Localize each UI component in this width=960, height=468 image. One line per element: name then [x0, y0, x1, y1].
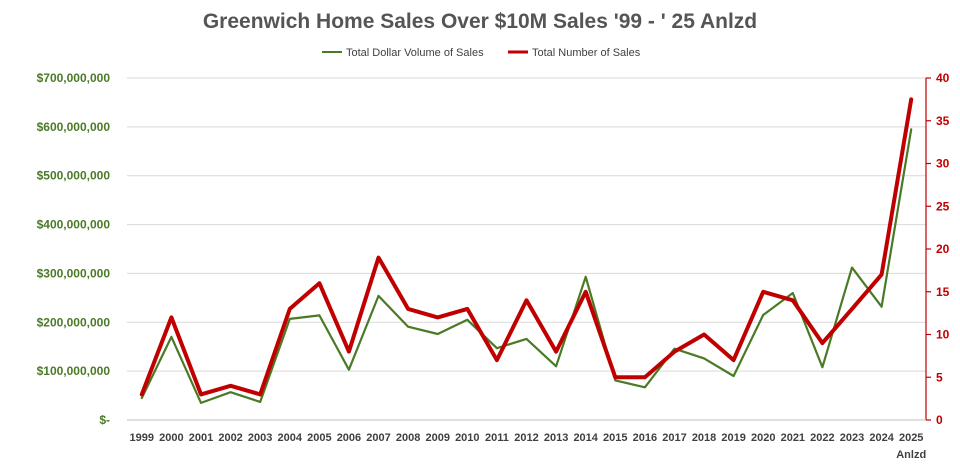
y-right-tick-label: 40 — [936, 71, 950, 85]
x-tick-label: 2003 — [248, 432, 272, 444]
y-left-tick-label: $- — [99, 413, 110, 427]
series — [139, 97, 914, 404]
x-tick-label: 2022 — [810, 432, 834, 444]
x-tick-label: 2002 — [218, 432, 242, 444]
y-axis-right: 0 5 10 15 20 25 30 35 40 — [925, 71, 950, 427]
x-tick-label: 2020 — [751, 432, 775, 444]
x-tick-label: 2024 — [869, 432, 894, 444]
x-tick-label: 2006 — [337, 432, 361, 444]
series-line-number-of-sales — [139, 97, 914, 397]
chart-title: Greenwich Home Sales Over $10M Sales '99… — [203, 10, 757, 33]
gridlines — [127, 77, 926, 372]
y-left-tick-label: $500,000,000 — [37, 169, 111, 183]
x-tick-label: 2001 — [189, 432, 213, 444]
y-right-tick-label: 30 — [936, 157, 950, 171]
x-tick-label-annualized: Anlzd — [896, 449, 926, 461]
x-tick-label: 2013 — [544, 432, 568, 444]
y-left-tick-label: $700,000,000 — [37, 71, 111, 85]
y-right-tick-label: 0 — [936, 413, 943, 427]
x-tick-label: 2017 — [662, 432, 686, 444]
y-right-tick-label: 25 — [936, 199, 950, 213]
x-tick-label: 2014 — [573, 432, 598, 444]
y-left-tick-label: $200,000,000 — [37, 315, 111, 329]
x-tick-label: 2025 — [899, 432, 923, 444]
y-left-tick-label: $400,000,000 — [37, 218, 111, 232]
y-right-tick-label: 15 — [936, 285, 950, 299]
x-axis: 1999 2000 2001 2002 2003 2004 2005 2006 2007 2008… — [127, 419, 926, 461]
y-right-tick-label: 10 — [936, 328, 950, 342]
y-left-tick-label: $600,000,000 — [37, 120, 111, 134]
x-tick-label: 2010 — [455, 432, 479, 444]
legend-label-dollar-volume: Total Dollar Volume of Sales — [346, 47, 484, 59]
x-tick-label: 2008 — [396, 432, 420, 444]
x-tick-label: 2018 — [692, 432, 716, 444]
y-right-tick-label: 20 — [936, 242, 950, 256]
x-tick-label: 2019 — [721, 432, 745, 444]
y-right-tick-label: 35 — [936, 114, 950, 128]
x-tick-label: 1999 — [130, 432, 154, 444]
x-tick-label: 2016 — [633, 432, 657, 444]
x-tick-label: 2009 — [425, 432, 449, 444]
x-tick-label: 2005 — [307, 432, 331, 444]
x-tick-label: 2000 — [159, 432, 183, 444]
x-tick-label: 2015 — [603, 432, 627, 444]
legend: Total Dollar Volume of Sales Total Numbe… — [322, 47, 641, 59]
y-right-tick-label: 5 — [936, 370, 943, 384]
legend-label-number-of-sales: Total Number of Sales — [532, 47, 641, 59]
x-tick-label: 2012 — [514, 432, 538, 444]
x-tick-label: 2007 — [366, 432, 390, 444]
x-tick-label: 2023 — [840, 432, 864, 444]
series-line-dollar-volume — [140, 128, 913, 404]
x-tick-label: 2011 — [485, 432, 509, 444]
x-tick-label: 2021 — [781, 432, 805, 444]
y-left-tick-label: $300,000,000 — [37, 266, 111, 280]
y-axis-left: $- $100,000,000 $200,000,000 $300,000,000 $4… — [37, 71, 111, 427]
x-tick-label: 2004 — [278, 432, 303, 444]
y-left-tick-label: $100,000,000 — [37, 364, 111, 378]
